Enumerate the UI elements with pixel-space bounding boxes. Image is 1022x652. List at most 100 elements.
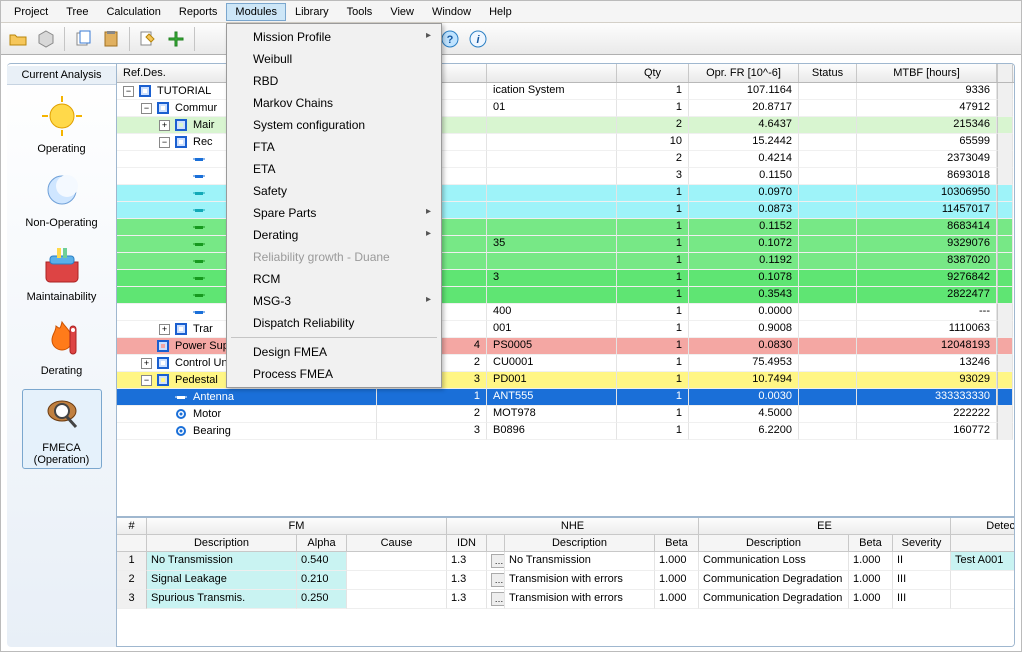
menu-reports[interactable]: Reports (170, 3, 227, 21)
tree-cell[interactable]: Motor (117, 406, 377, 423)
info-icon[interactable]: i (465, 26, 491, 52)
sidebar-item-fmeca[interactable]: FMECA (Operation) (22, 389, 102, 469)
tree-cell[interactable]: Bearing (117, 423, 377, 440)
expander-icon[interactable]: + (159, 324, 170, 335)
ellipsis-button[interactable]: … (491, 554, 505, 568)
sidebar-item-nonoperating[interactable]: Non-Operating (22, 167, 102, 229)
column-header[interactable] (487, 64, 617, 82)
cell: 4.5000 (689, 406, 799, 423)
cell: MOT978 (487, 406, 617, 423)
expander-icon[interactable]: + (159, 120, 170, 131)
menu-library[interactable]: Library (286, 3, 338, 21)
cell: 1 (617, 423, 689, 440)
column-header[interactable] (117, 535, 147, 552)
cell: CU0001 (487, 355, 617, 372)
dropdown-item[interactable]: RCM (229, 268, 439, 290)
menu-help[interactable]: Help (480, 3, 521, 21)
expander-icon[interactable]: − (141, 375, 152, 386)
column-header[interactable]: Status (799, 64, 857, 82)
table-row[interactable]: 2Signal Leakage0.2101.3…Transmision with… (117, 571, 1014, 590)
dropdown-item[interactable]: Design FMEA (229, 341, 439, 363)
cell: 65599 (857, 134, 997, 151)
cell: 15.2442 (689, 134, 799, 151)
dropdown-item[interactable]: Mission Profile (229, 26, 439, 48)
table-row[interactable]: 3Spurious Transmis.0.2501.3…Transmision … (117, 590, 1014, 609)
column-header[interactable]: Severity (893, 535, 951, 552)
bottom-grid[interactable]: #FMNHEEEDetectionDescriptionAlphaCauseID… (117, 516, 1014, 646)
dropdown-item[interactable]: Weibull (229, 48, 439, 70)
cell: 0.4214 (689, 151, 799, 168)
open-folder-icon[interactable] (5, 26, 31, 52)
cube-icon[interactable] (33, 26, 59, 52)
dropdown-item[interactable]: RBD (229, 70, 439, 92)
table-row[interactable]: Motor2MOT97814.5000222222 (117, 406, 1014, 423)
cell: 1.000 (655, 552, 699, 571)
menu-tree[interactable]: Tree (57, 3, 97, 21)
ellipsis-button[interactable]: … (491, 592, 505, 606)
expander-icon[interactable]: − (141, 103, 152, 114)
column-header[interactable] (951, 535, 1014, 552)
column-header[interactable]: Alpha (297, 535, 347, 552)
menu-window[interactable]: Window (423, 3, 480, 21)
tree-cell[interactable]: Antenna (117, 389, 377, 406)
dropdown-item[interactable]: Dispatch Reliability (229, 312, 439, 334)
cell: 107.1164 (689, 83, 799, 100)
cell (487, 168, 617, 185)
cell: 0.1152 (689, 219, 799, 236)
row-number: 1 (117, 552, 147, 571)
cell (799, 304, 857, 321)
menu-view[interactable]: View (381, 3, 423, 21)
menu-modules[interactable]: Modules (226, 3, 286, 21)
copy-icon[interactable] (70, 26, 96, 52)
column-header[interactable] (487, 535, 505, 552)
cell: 47912 (857, 100, 997, 117)
menu-calculation[interactable]: Calculation (97, 3, 169, 21)
column-header[interactable]: Beta (849, 535, 893, 552)
dropdown-item[interactable]: Markov Chains (229, 92, 439, 114)
expander-icon[interactable]: + (141, 358, 152, 369)
column-header[interactable]: Cause (347, 535, 447, 552)
add-icon[interactable] (163, 26, 189, 52)
column-header[interactable]: Description (147, 535, 297, 552)
sidebar-item-operating[interactable]: Operating (22, 93, 102, 155)
column-header[interactable]: Description (699, 535, 849, 552)
sidebar-item-derating[interactable]: Derating (22, 315, 102, 377)
column-header[interactable]: MTBF [hours] (857, 64, 997, 82)
expander-icon[interactable]: − (123, 86, 134, 97)
table-row[interactable]: 1No Transmission0.5401.3…No Transmission… (117, 552, 1014, 571)
dropdown-item[interactable]: ETA (229, 158, 439, 180)
ellipsis-button[interactable]: … (491, 573, 505, 587)
dropdown-item[interactable]: FTA (229, 136, 439, 158)
cell: 3 (617, 168, 689, 185)
cell: 20.8717 (689, 100, 799, 117)
sidebar-item-maintainability[interactable]: Maintainability (22, 241, 102, 303)
dropdown-item[interactable]: MSG-3 (229, 290, 439, 312)
column-header[interactable]: Opr. FR [10^-6] (689, 64, 799, 82)
cell: 8683414 (857, 219, 997, 236)
column-header[interactable]: Qty (617, 64, 689, 82)
paste-icon[interactable] (98, 26, 124, 52)
sidebar-title: Current Analysis (7, 66, 116, 85)
table-row[interactable]: Antenna1ANT55510.0030333333330 (117, 389, 1014, 406)
dropdown-item[interactable]: System configuration (229, 114, 439, 136)
dropdown-item[interactable]: Safety (229, 180, 439, 202)
component-icon (192, 220, 206, 234)
edit-icon[interactable] (135, 26, 161, 52)
block-icon (156, 339, 170, 353)
cell: Communication Loss (699, 552, 849, 571)
row-label: Pedestal (175, 374, 218, 386)
dropdown-item[interactable]: Spare Parts (229, 202, 439, 224)
table-row[interactable]: Bearing3B089616.2200160772 (117, 423, 1014, 440)
expander-icon[interactable]: − (159, 137, 170, 148)
cell: 333333330 (857, 389, 997, 406)
column-header[interactable]: Description (505, 535, 655, 552)
dropdown-item[interactable]: Process FMEA (229, 363, 439, 385)
cell: 1 (617, 236, 689, 253)
column-header[interactable]: IDN (447, 535, 487, 552)
menu-project[interactable]: Project (5, 3, 57, 21)
menu-tools[interactable]: Tools (338, 3, 382, 21)
dropdown-item[interactable]: Derating (229, 224, 439, 246)
cell (487, 253, 617, 270)
column-header[interactable]: Beta (655, 535, 699, 552)
cell: Transmision with errors (505, 590, 655, 609)
